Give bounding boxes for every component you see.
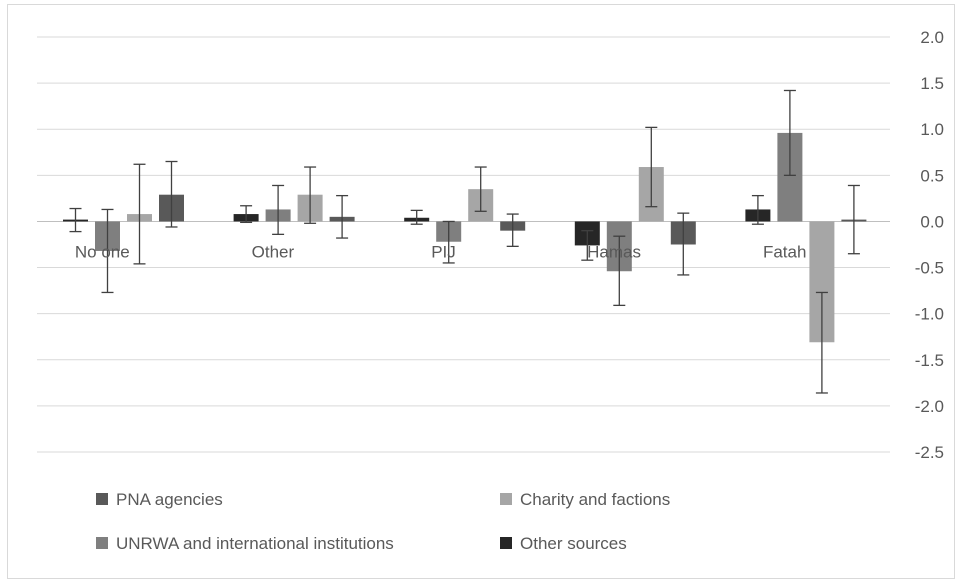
error-bar (506, 213, 519, 247)
legend-entry: Charity and factions (500, 490, 670, 509)
y-tick-label: -2.0 (915, 397, 944, 416)
error-bar (69, 207, 82, 233)
legend-entry: PNA agencies (96, 490, 223, 509)
error-bars (69, 89, 860, 394)
y-tick-label: -1.0 (915, 305, 944, 324)
y-tick-label: 0.0 (920, 212, 944, 231)
legend-swatch (500, 537, 512, 549)
error-bar (847, 184, 860, 255)
legend-label: Other sources (520, 534, 627, 553)
y-tick-label: 0.5 (920, 166, 944, 185)
error-bar (165, 160, 178, 228)
error-bar (783, 89, 796, 176)
legend-swatch (96, 493, 108, 505)
y-tick-label: 1.5 (920, 74, 944, 93)
gridlines (37, 36, 890, 453)
legend-label: Charity and factions (520, 490, 670, 509)
error-bar (613, 235, 626, 307)
legend-swatch (96, 537, 108, 549)
error-bar (474, 166, 487, 212)
error-bar (101, 208, 114, 294)
category-label: No one (75, 242, 130, 261)
error-bar (442, 220, 455, 264)
legend-entry: Other sources (500, 534, 627, 553)
error-bar (133, 163, 146, 265)
y-tick-label: 1.0 (920, 120, 944, 139)
error-bar (751, 194, 764, 225)
legend-entry: UNRWA and international institutions (96, 534, 394, 553)
error-bar (410, 209, 423, 225)
category-label: Hamas (587, 242, 641, 261)
legend-swatch (500, 493, 512, 505)
legend-label: PNA agencies (116, 490, 223, 509)
y-tick-label: -1.5 (915, 351, 944, 370)
y-tick-label: -0.5 (915, 259, 944, 278)
error-bar (304, 166, 317, 224)
category-label: Other (252, 242, 295, 261)
chart-frame (7, 4, 955, 579)
y-axis-tick-labels: 2.0 1.5 1.0 0.5 0.0 -0.5 -1.0 -1.5 -2.0 -2.5 (915, 28, 944, 462)
category-labels: No one Other PIJ Hamas Fatah (75, 242, 807, 261)
error-bar (336, 194, 349, 239)
category-label: PIJ (431, 242, 456, 261)
error-bar (677, 212, 690, 276)
legend: PNA agencies Charity and factions UNRWA an… (96, 490, 670, 553)
error-bar (645, 126, 658, 208)
legend-label: UNRWA and international institutions (116, 534, 394, 553)
category-label: Fatah (763, 242, 806, 261)
bars (63, 132, 867, 343)
error-bar (581, 230, 594, 261)
y-tick-label: 2.0 (920, 28, 944, 47)
error-bar (272, 184, 285, 236)
y-tick-label: -2.5 (915, 443, 944, 462)
error-bar (240, 205, 253, 224)
error-bar (815, 291, 828, 394)
